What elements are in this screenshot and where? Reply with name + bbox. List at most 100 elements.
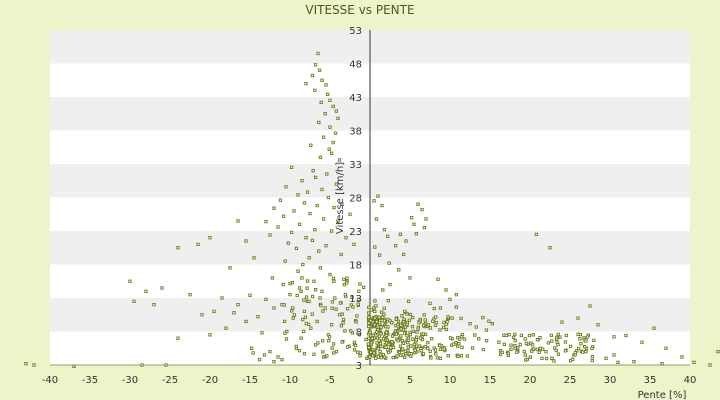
data-point: [531, 333, 535, 337]
data-point: [319, 303, 323, 308]
data-point: [373, 316, 377, 320]
data-point: [400, 314, 404, 318]
data-point: [280, 357, 284, 362]
data-point: [402, 331, 407, 335]
data-point: [409, 354, 413, 358]
data-point: [297, 222, 302, 226]
data-point: [333, 131, 338, 135]
x-tick-label: -20: [202, 375, 218, 386]
data-point: [378, 353, 383, 357]
data-point: [388, 282, 392, 287]
data-point: [498, 352, 503, 357]
data-point: [381, 315, 385, 319]
data-point: [390, 321, 394, 325]
data-point: [433, 323, 438, 327]
data-point: [380, 203, 384, 208]
data-point: [290, 309, 294, 313]
data-point: [518, 342, 522, 347]
data-point: [421, 352, 426, 356]
data-point: [309, 326, 313, 330]
data-point: [446, 354, 450, 358]
data-point: [502, 342, 506, 347]
data-point: [326, 195, 331, 200]
data-point: [140, 363, 144, 367]
data-point: [304, 295, 309, 299]
data-point: [513, 346, 517, 350]
data-point: [332, 279, 336, 283]
data-point: [307, 256, 311, 260]
data-point: [448, 336, 453, 340]
data-point: [282, 303, 286, 307]
data-point: [337, 158, 342, 162]
data-point: [581, 350, 585, 354]
data-point: [349, 329, 353, 333]
data-point: [339, 252, 343, 257]
data-point: [422, 225, 427, 230]
data-point: [431, 319, 435, 323]
data-point: [292, 209, 296, 213]
y-axis-title: Vitesse [km/h]: [335, 162, 346, 234]
data-point: [286, 241, 291, 245]
x-tick-label: 5: [407, 375, 413, 386]
data-point: [345, 307, 350, 311]
data-point: [357, 333, 362, 337]
x-tick-label: -30: [122, 375, 138, 386]
data-point: [404, 239, 408, 243]
data-point: [176, 336, 180, 340]
data-point: [402, 317, 406, 321]
data-point: [355, 314, 359, 318]
data-point: [304, 81, 308, 86]
data-point: [504, 333, 508, 338]
data-point: [282, 319, 287, 324]
data-point: [590, 358, 594, 363]
data-point: [394, 317, 398, 321]
data-point: [416, 327, 420, 331]
data-point: [369, 340, 374, 345]
data-point: [320, 187, 324, 192]
data-point: [399, 334, 403, 338]
data-point: [590, 355, 595, 359]
data-point: [465, 354, 470, 358]
data-point: [420, 207, 424, 212]
data-point: [340, 340, 344, 344]
data-point: [313, 63, 318, 67]
data-point: [366, 342, 371, 346]
data-point: [309, 143, 313, 147]
data-point: [318, 296, 322, 300]
data-point: [376, 355, 381, 359]
data-point: [568, 344, 573, 349]
data-point: [519, 333, 523, 338]
data-point: [285, 329, 289, 334]
data-point: [236, 219, 240, 223]
data-point: [390, 340, 394, 344]
data-point: [327, 147, 331, 151]
data-point: [375, 341, 379, 345]
data-point: [313, 343, 318, 347]
data-point: [423, 318, 427, 322]
data-point: [176, 246, 180, 250]
x-tick-label: -10: [282, 375, 298, 386]
data-point: [341, 321, 345, 325]
data-point: [319, 100, 323, 105]
data-point: [367, 315, 371, 319]
x-tick-label: 20: [524, 375, 537, 386]
data-point: [432, 306, 436, 311]
data-point: [358, 282, 362, 286]
data-point: [379, 355, 383, 360]
data-point: [305, 190, 310, 194]
data-point: [315, 203, 319, 208]
data-point: [468, 322, 472, 326]
data-point: [414, 335, 419, 339]
data-point: [212, 309, 216, 314]
data-point: [375, 320, 379, 324]
data-point: [433, 348, 438, 352]
data-point: [257, 357, 262, 362]
data-point: [564, 333, 568, 338]
data-point: [544, 349, 548, 354]
data-point: [292, 313, 297, 317]
data-point: [327, 339, 331, 343]
data-point: [452, 342, 456, 346]
data-point: [316, 51, 320, 56]
data-point: [251, 351, 255, 355]
